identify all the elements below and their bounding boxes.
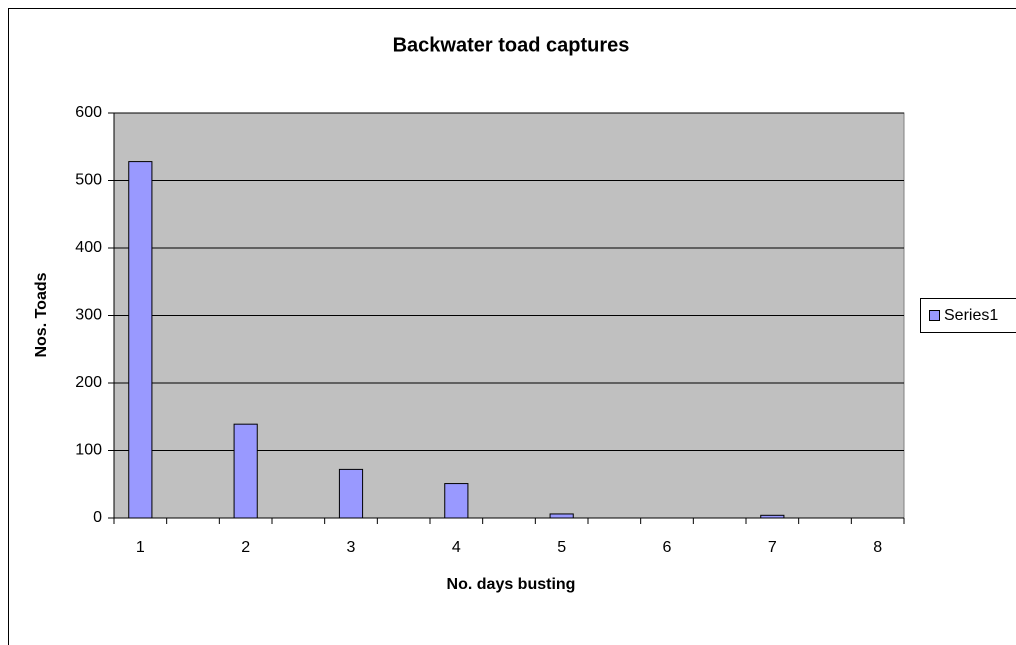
y-tick-label: 100 xyxy=(75,442,102,459)
y-tick-label: 200 xyxy=(75,374,102,391)
x-axis-label: No. days busting xyxy=(447,576,576,593)
bar xyxy=(128,161,153,519)
y-tick-label: 300 xyxy=(75,307,102,324)
legend-label: Series1 xyxy=(944,307,998,324)
y-tick-label: 500 xyxy=(75,172,102,189)
bar xyxy=(233,423,258,519)
legend-swatch xyxy=(929,310,940,321)
y-tick-label: 0 xyxy=(93,509,102,526)
x-tick-label: 1 xyxy=(136,539,145,556)
x-tick-label: 2 xyxy=(241,539,250,556)
x-tick-label: 8 xyxy=(873,539,882,556)
x-tick-label: 4 xyxy=(452,539,461,556)
y-tick-label: 600 xyxy=(75,104,102,121)
y-tick-label: 400 xyxy=(75,239,102,256)
y-axis-label: Nos. Toads xyxy=(33,272,50,357)
bar xyxy=(338,468,364,519)
chart-title: Backwater toad captures xyxy=(393,34,630,56)
bar xyxy=(444,483,469,519)
bar xyxy=(549,513,574,519)
x-tick-label: 5 xyxy=(557,539,566,556)
x-tick-label: 6 xyxy=(663,539,672,556)
x-tick-label: 3 xyxy=(347,539,356,556)
bar xyxy=(760,514,785,519)
x-tick-label: 7 xyxy=(768,539,777,556)
